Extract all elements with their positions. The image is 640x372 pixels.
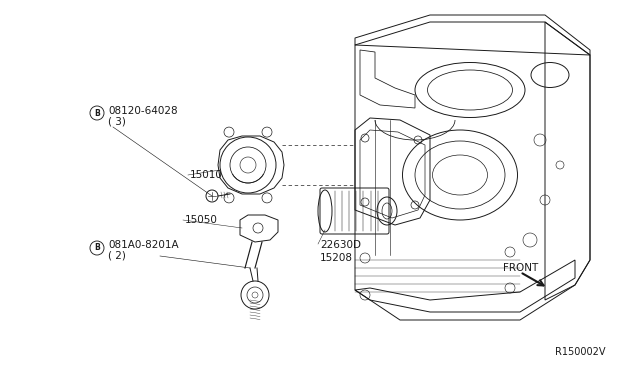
Text: ( 2): ( 2) [108,251,126,261]
Text: 081A0-8201A: 081A0-8201A [108,240,179,250]
Text: B: B [94,244,100,253]
Text: FRONT: FRONT [503,263,538,273]
Text: 15050: 15050 [185,215,218,225]
Text: ( 3): ( 3) [108,116,126,126]
Text: B: B [94,109,100,118]
Text: 08120-64028: 08120-64028 [108,106,178,116]
Text: 15208: 15208 [320,253,353,263]
Text: R150002V: R150002V [555,347,605,357]
Text: 22630D: 22630D [320,240,361,250]
Text: 15010: 15010 [190,170,223,180]
